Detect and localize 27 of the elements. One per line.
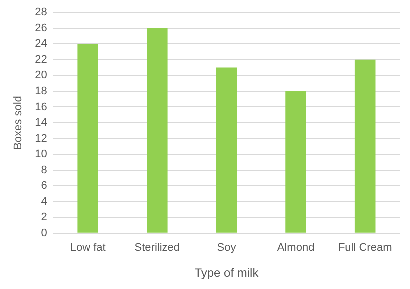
y-tick-label: 10 [35,148,48,161]
y-tick-label: 22 [35,54,48,66]
x-tick-label: Almond [277,242,315,254]
y-tick-label: 26 [35,22,48,34]
x-tick-label: Sterilized [134,242,180,254]
y-tick-label: 18 [35,85,48,98]
y-tick-label: 28 [35,6,48,19]
bar [354,60,376,233]
y-tick-label: 16 [35,101,48,114]
y-tick-label: 14 [35,117,48,130]
y-tick-label: 2 [41,212,48,224]
y-tick-label: 12 [35,132,48,145]
y-tick-label: 4 [41,196,48,208]
x-tick-label: Full Cream [338,242,392,254]
y-tick-label: 20 [35,70,48,82]
bar [78,44,98,233]
y-tick-label: 24 [35,38,48,50]
y-axis-title: Boxes sold [12,96,25,150]
bar [286,91,306,233]
y-tick-label: 0 [41,227,48,240]
x-tick-label: Low fat [70,242,106,254]
x-axis-title: Type of milk [194,266,260,280]
bar [216,68,238,233]
x-tick-label: Soy [217,242,237,254]
y-tick-label: 6 [41,180,48,192]
y-tick-label: 8 [41,164,48,176]
bar [147,28,168,233]
